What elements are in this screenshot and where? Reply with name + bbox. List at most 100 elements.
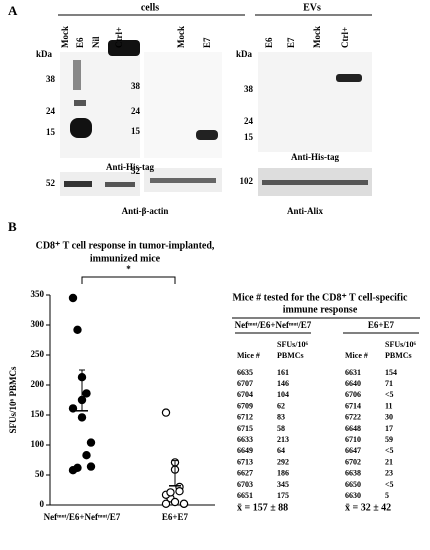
data-point (86, 462, 96, 471)
table-cell: 161 (277, 368, 289, 377)
summary: x̄ = 157 ± 88 (237, 502, 288, 513)
table-cell: 6709 (237, 401, 253, 410)
marker-label: 15 (46, 127, 56, 137)
group-header: E6+E7 (368, 320, 395, 330)
marker-label: 38 (131, 81, 141, 91)
table-cell: 83 (277, 413, 285, 422)
table-cell: 6703 (237, 480, 253, 489)
table-cell: 6650 (345, 480, 361, 489)
data-point (161, 408, 171, 417)
table-cell: 6713 (237, 457, 253, 466)
antibody-label: Anti-Alix (287, 206, 324, 216)
column-header: SFUs/10⁶ (385, 340, 416, 349)
y-tick-label: 350 (31, 289, 45, 299)
chart-title: CD8⁺ T cell response in tumor-implanted, (36, 240, 215, 251)
table-cell: 17 (385, 424, 393, 433)
significance-bracket (81, 276, 176, 284)
summary: x̄ = 32 ± 42 (345, 502, 391, 513)
table-cell: 23 (385, 469, 393, 478)
column-header: PBMCs (277, 351, 304, 360)
table-cell: 6630 (345, 491, 361, 500)
table-cell: 11 (385, 401, 393, 410)
lane-label: Mock (60, 26, 70, 48)
y-tick-label: 150 (31, 409, 45, 419)
antibody-label: Anti-His-tag (291, 152, 339, 162)
lane-label: Ctrl+ (114, 27, 124, 48)
y-tick-label: 0 (40, 499, 45, 509)
chart-title: immunized mice (90, 253, 161, 264)
table-cell: 6722 (345, 413, 361, 422)
table-title: immune response (283, 304, 358, 315)
table-cell: 21 (385, 457, 393, 466)
blot (144, 52, 222, 158)
significance-label: * (126, 264, 131, 274)
table-cell: 6651 (237, 491, 253, 500)
table-cell: 6631 (345, 368, 361, 377)
y-tick-label: 300 (31, 319, 45, 329)
data-point (82, 389, 91, 398)
lane-label: E7 (286, 37, 296, 48)
table-cell: 6704 (237, 390, 253, 399)
table-cell: 104 (277, 390, 289, 399)
data-point (68, 466, 78, 475)
marker-label: 24 (46, 106, 56, 116)
band (73, 60, 81, 90)
antibody-label: Anti-β-actin (122, 206, 169, 216)
lane-label: Mock (176, 26, 186, 48)
marker-label: 38 (46, 74, 56, 84)
table-cell: 186 (277, 469, 289, 478)
column-header: Mice # (237, 351, 260, 360)
blot (258, 52, 372, 152)
data-point (86, 438, 96, 447)
band (64, 181, 92, 187)
band (336, 74, 362, 82)
table-cell: 62 (277, 401, 285, 410)
marker-label: 38 (244, 84, 254, 94)
band (70, 118, 92, 138)
table-cell: 6648 (345, 424, 361, 433)
group-title: EVs (303, 2, 321, 13)
table-cell: 6649 (237, 446, 253, 455)
table-cell: 6640 (345, 379, 361, 388)
table-cell: 6702 (345, 457, 361, 466)
band (108, 40, 140, 56)
y-axis-label: SFUs/10⁶ PBMCs (8, 366, 18, 433)
data-point (73, 325, 82, 334)
table-cell: 292 (277, 457, 289, 466)
table-cell: 6707 (237, 379, 253, 388)
table-cell: 58 (277, 424, 285, 433)
table-cell: <5 (385, 480, 394, 489)
band (150, 178, 216, 183)
table-cell: 6706 (345, 390, 361, 399)
table-cell: 6714 (345, 401, 361, 410)
table-cell: 6712 (237, 413, 253, 422)
table-cell: 6635 (237, 368, 253, 377)
lane-label: Ctrl+ (340, 27, 350, 48)
y-tick-label: 200 (31, 379, 45, 389)
table-cell: <5 (385, 390, 394, 399)
column-header: Mice # (345, 351, 368, 360)
marker-label: 15 (244, 132, 254, 142)
data-point (175, 487, 184, 496)
table-cell: <5 (385, 446, 394, 455)
table-cell: 345 (277, 480, 289, 489)
table-cell: 5 (385, 491, 389, 500)
lane-label: E6 (264, 37, 274, 48)
table-cell: 6710 (345, 435, 361, 444)
x-tick-label: Nefᵐᵘᵗ/E6+Nefᵐᵘᵗ/E7 (44, 512, 121, 522)
table-cell: 71 (385, 379, 393, 388)
table-cell: 64 (277, 446, 285, 455)
table-cell: 175 (277, 491, 289, 500)
table-cell: 154 (385, 368, 397, 377)
marker-label: 52 (46, 178, 56, 188)
column-header: PBMCs (385, 351, 412, 360)
marker-label: 52 (131, 166, 141, 176)
group-header: Nefᵐᵘᵗ/E6+Nefᵐᵘᵗ/E7 (235, 320, 312, 330)
table-cell: 30 (385, 413, 393, 422)
data-point (166, 488, 175, 497)
marker-label: 102 (240, 176, 254, 186)
table-cell: 6627 (237, 469, 253, 478)
table-cell: 213 (277, 435, 289, 444)
table-cell: 6647 (345, 446, 361, 455)
